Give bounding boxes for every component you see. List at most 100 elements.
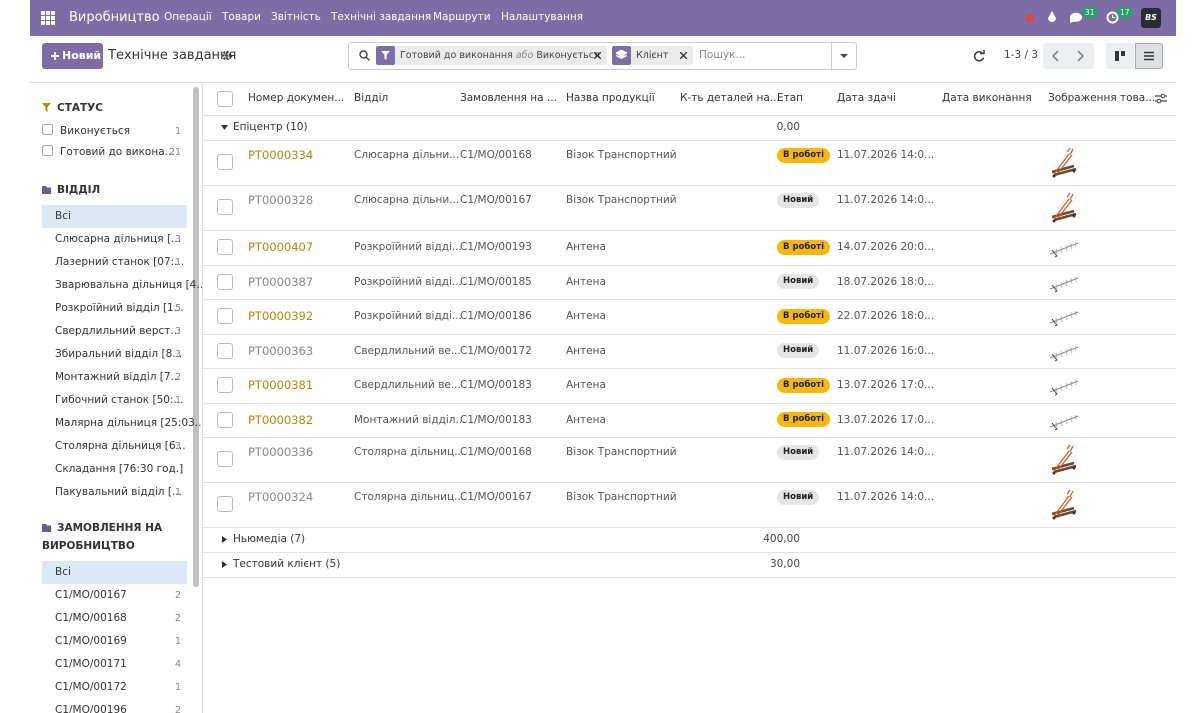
column-header[interactable]: Назва продукції [566, 92, 655, 104]
column-header[interactable]: Зображення това... [1048, 92, 1156, 104]
menu-item[interactable]: Товари [222, 11, 261, 23]
column-header[interactable]: Дата здачі [837, 92, 896, 104]
record-row[interactable]: PT0000334 Слюсарна дільни... C1/MO/00168 Ві… [203, 140, 1176, 186]
next-button[interactable] [1077, 51, 1084, 61]
filter-item[interactable]: Гибочний станок [50:... 1 [30, 389, 202, 412]
row-checkbox[interactable] [217, 239, 233, 256]
filter-item[interactable]: C1/MO/00171 4 [30, 653, 202, 676]
row-checkbox[interactable] [217, 308, 233, 325]
gear-icon[interactable] [221, 50, 232, 61]
cell-order: C1/MO/00183 [460, 379, 532, 392]
checkbox[interactable] [42, 123, 53, 135]
filter-item[interactable]: Свердлильний верст... 3 [30, 320, 202, 343]
pager[interactable]: 1-3 / 3 [1004, 49, 1039, 61]
filter-item[interactable]: Зварювальна дільниця [4... [30, 274, 202, 297]
row-checkbox[interactable] [217, 377, 233, 394]
column-header[interactable]: Етап [777, 92, 804, 104]
filter-label: Складання [76:30 год.] [55, 462, 184, 475]
record-row[interactable]: PT0000363 Свердлильний ве... C1/MO/00172 Ан… [203, 334, 1176, 369]
filter-item[interactable]: Збиральний відділ [8... 3 [30, 343, 202, 366]
menu-item[interactable]: Технічні завдання [331, 11, 432, 23]
status-dot[interactable] [1025, 13, 1035, 23]
new-button[interactable]: Новий [42, 43, 103, 69]
record-row[interactable]: PT0000392 Розкроїйний відді... C1/MO/00186… [203, 299, 1176, 335]
filter-item[interactable]: Лазерний станок [07:... 1 [30, 251, 202, 274]
group-row[interactable]: Тестовий клієнт (5) 30,00 [203, 552, 1176, 578]
search-box[interactable]: Готовий до виконання або Виконується Клієнт… [348, 42, 857, 70]
filter-label: C1/MO/00169 [55, 634, 127, 647]
cell-number[interactable]: PT0000382 [248, 412, 314, 427]
cell-number[interactable]: PT0000407 [248, 240, 314, 255]
refresh-icon[interactable] [973, 50, 985, 62]
row-checkbox[interactable] [217, 342, 233, 359]
record-row[interactable]: PT0000328 Слюсарна дільни... C1/MO/00167 Ві… [203, 185, 1176, 231]
filter-item[interactable]: Монтажний відділ [7... 2 [30, 366, 202, 389]
cell-number[interactable]: PT0000324 [248, 490, 314, 504]
cell-number[interactable]: PT0000336 [248, 445, 314, 459]
facet[interactable]: Клієнт [631, 46, 693, 65]
search-input[interactable]: Пошук... [699, 49, 746, 61]
filter-all[interactable]: Всі [42, 560, 187, 584]
cell-number[interactable]: PT0000392 [248, 309, 314, 324]
filter-item[interactable]: Пакувальний відділ [... 1 [30, 481, 202, 504]
cell-number[interactable]: PT0000363 [248, 343, 314, 358]
clock-icon[interactable] [1106, 11, 1119, 24]
filter-item[interactable]: Розкроїйний відділ [1... 5 [30, 297, 202, 320]
group-row[interactable]: Епіцентр (10) 0,00 [203, 115, 1176, 141]
filter-item[interactable]: C1/MO/00167 2 [30, 584, 202, 607]
record-row[interactable]: PT0000336 Столярна дільниц... C1/MO/00168 В… [203, 437, 1176, 483]
checkbox[interactable] [42, 144, 53, 156]
row-checkbox[interactable] [217, 451, 233, 467]
menu-item[interactable]: Налаштування [501, 11, 584, 23]
filter-item[interactable]: C1/MO/00172 1 [30, 676, 202, 699]
record-row[interactable]: PT0000324 Столярна дільниц... C1/MO/00167 В… [203, 482, 1176, 528]
record-row[interactable]: PT0000407 Розкроїйний відді... C1/MO/00193… [203, 230, 1176, 266]
filter-item[interactable]: Складання [76:30 год.] [30, 458, 202, 481]
kanban-view-button[interactable] [1106, 43, 1134, 69]
record-row[interactable]: PT0000382 Монтажний відділ... C1/MO/00183 А… [203, 403, 1176, 438]
menu-item[interactable]: Звітність [271, 11, 321, 23]
select-all[interactable] [217, 91, 233, 107]
filter-item[interactable]: C1/MO/00169 1 [30, 630, 202, 653]
column-header[interactable]: К-ть деталей на... [680, 92, 780, 104]
cell-number[interactable]: PT0000387 [248, 274, 314, 289]
search-toggle[interactable] [831, 43, 857, 69]
row-checkbox[interactable] [217, 411, 233, 428]
column-header[interactable]: Номер докумен... [248, 92, 345, 104]
record-row[interactable]: PT0000387 Розкроїйний відді... C1/MO/00185… [203, 265, 1176, 300]
filter-count: 1 [174, 394, 181, 406]
row-checkbox[interactable] [217, 496, 233, 512]
filter-item[interactable]: Столярна дільниця [6... 3 [30, 435, 202, 458]
column-header[interactable]: Замовлення на ... [460, 92, 557, 104]
list-view-button[interactable] [1135, 43, 1163, 69]
filter-item[interactable]: Виконується 1 [30, 121, 202, 142]
filter-all[interactable]: Всі [42, 204, 187, 228]
cell-department: Свердлильний ве... [354, 379, 461, 392]
record-row[interactable]: PT0000381 Свердлильний ве... C1/MO/00183 Ан… [203, 368, 1176, 404]
avatar[interactable]: BS [1141, 8, 1161, 28]
row-checkbox[interactable] [217, 154, 233, 170]
facet[interactable]: Готовий до виконання або Виконується [395, 46, 607, 65]
group-caret [221, 125, 228, 130]
filter-item[interactable]: Малярна дільниця [25:03... [30, 412, 202, 435]
row-checkbox[interactable] [217, 199, 233, 215]
filter-item[interactable]: Готовий до викона... 21 [30, 142, 202, 163]
filter-item[interactable]: C1/MO/00196 2 [30, 699, 202, 713]
cell-number[interactable]: PT0000328 [248, 193, 314, 207]
filter-label: Збиральний відділ [8... [55, 347, 183, 360]
group-row[interactable]: Ньюмедіа (7) 400,00 [203, 527, 1176, 553]
cell-number[interactable]: PT0000334 [248, 148, 314, 162]
chat-icon[interactable] [1069, 12, 1083, 24]
apps-icon[interactable] [41, 11, 55, 25]
filter-item[interactable]: C1/MO/00168 2 [30, 607, 202, 630]
drop-icon[interactable] [1047, 11, 1057, 24]
prev-button[interactable] [1052, 51, 1059, 61]
app-name[interactable]: Виробництво [69, 10, 160, 25]
filter-item[interactable]: Слюсарна дільниця [... 3 [30, 228, 202, 251]
menu-item[interactable]: Операції [164, 11, 212, 23]
menu-item[interactable]: Маршрути [433, 11, 491, 23]
cell-number[interactable]: PT0000381 [248, 378, 314, 393]
row-checkbox[interactable] [217, 273, 233, 290]
column-header[interactable]: Відділ [354, 92, 389, 104]
column-header[interactable]: Дата виконання [942, 92, 1032, 104]
